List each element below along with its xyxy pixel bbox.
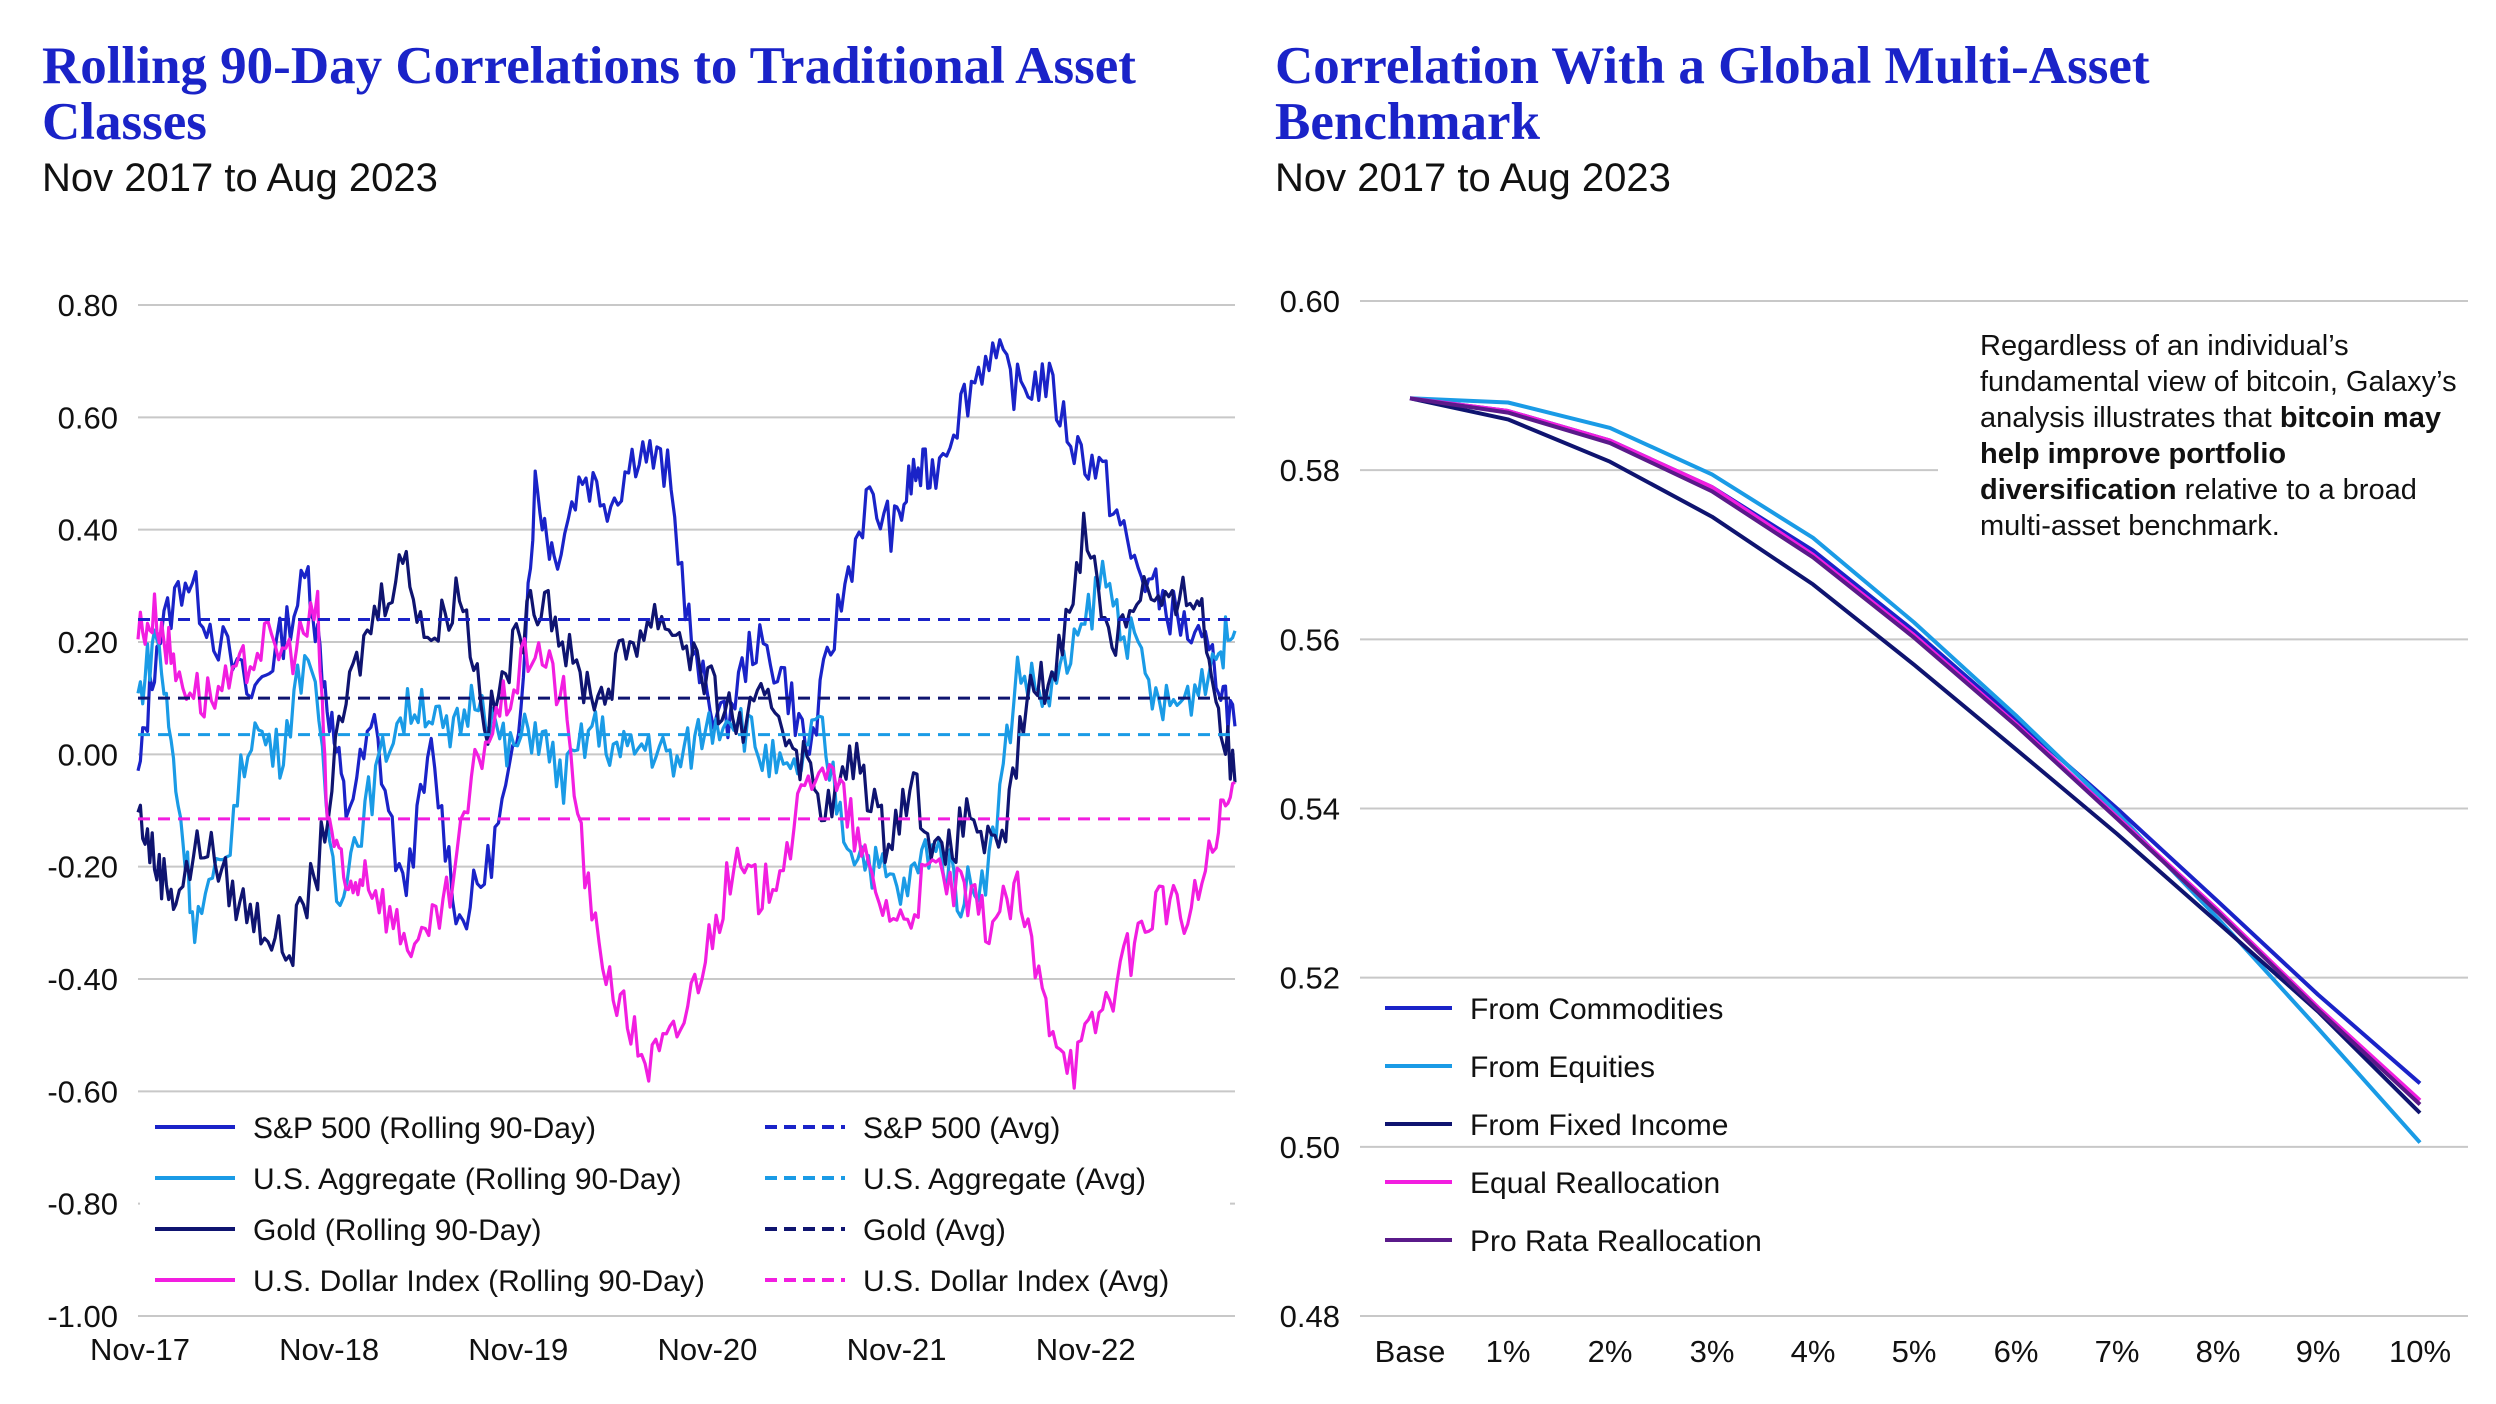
- right-y-tick-label: 0.50: [1280, 1130, 1340, 1165]
- legend-label: U.S. Dollar Index (Rolling 90-Day): [253, 1265, 705, 1298]
- left-x-tick-label: Nov-17: [90, 1332, 190, 1367]
- left-x-tick-label: Nov-18: [279, 1332, 379, 1367]
- left-y-tick-label: -0.80: [47, 1187, 118, 1222]
- right-x-tick-label: Base: [1375, 1334, 1446, 1369]
- left-x-tick-label: Nov-20: [657, 1332, 757, 1367]
- right-x-tick-label: 2%: [1588, 1334, 1633, 1369]
- left-legend-box: [140, 1102, 1230, 1304]
- note-text-bold: bitcoin may help improve portfolio diver…: [1980, 402, 2441, 506]
- legend-label: Equal Reallocation: [1470, 1167, 1720, 1200]
- series-line-pro-rata-reallocation: [1409, 396, 2422, 1106]
- left-y-tick-label: 0.40: [58, 513, 118, 548]
- series-line-sp500-rolling: [136, 338, 1237, 931]
- left-y-tick-label: -0.60: [47, 1074, 118, 1109]
- right-x-tick-label: 8%: [2196, 1334, 2241, 1369]
- left-y-tick-label: -0.40: [47, 962, 118, 997]
- series-line-from-fixed-income: [1409, 396, 2422, 1115]
- right-x-tick-label: 6%: [1994, 1334, 2039, 1369]
- right-y-tick-label: 0.56: [1280, 622, 1340, 657]
- right-chart-subtitle: Nov 2017 to Aug 2023: [1275, 156, 1671, 200]
- note-text-1: Regardless of an individual’s fundamenta…: [1980, 330, 2457, 434]
- annotation-note: Regardless of an individual’s fundamenta…: [1980, 328, 2480, 544]
- right-x-tick-label: 1%: [1486, 1334, 1531, 1369]
- left-chart-subtitle: Nov 2017 to Aug 2023: [42, 156, 438, 200]
- right-x-tick-label: 7%: [2095, 1334, 2140, 1369]
- left-y-tick-label: 0.00: [58, 737, 118, 772]
- series-line-gold-rolling: [136, 511, 1237, 968]
- legend-label: U.S. Aggregate (Rolling 90-Day): [253, 1163, 682, 1196]
- series-line-dxy-rolling: [136, 589, 1236, 1090]
- legend-label: U.S. Dollar Index (Avg): [863, 1265, 1169, 1298]
- legend-label: Gold (Avg): [863, 1214, 1006, 1247]
- right-x-tick-label: 9%: [2296, 1334, 2341, 1369]
- left-y-tick-label: 0.60: [58, 400, 118, 435]
- left-x-tick-label: Nov-22: [1036, 1332, 1136, 1367]
- left-chart-title: Rolling 90-Day Correlations to Tradition…: [42, 37, 1136, 151]
- left-y-tick-label: -0.20: [47, 850, 118, 885]
- right-y-tick-label: 0.54: [1280, 792, 1340, 827]
- left-x-tick-label: Nov-19: [468, 1332, 568, 1367]
- right-y-tick-label: 0.58: [1280, 453, 1340, 488]
- note-text-2: relative to a broad multi-asset benchmar…: [1980, 474, 2417, 542]
- legend-label: Gold (Rolling 90-Day): [253, 1214, 541, 1247]
- right-x-tick-label: 10%: [2389, 1334, 2451, 1369]
- right-y-tick-label: 0.52: [1280, 961, 1340, 996]
- legend-label: U.S. Aggregate (Avg): [863, 1163, 1146, 1196]
- legend-label: Pro Rata Reallocation: [1470, 1225, 1762, 1258]
- series-line-from-equities: [1409, 396, 2422, 1144]
- left-x-tick-label: Nov-21: [847, 1332, 947, 1367]
- left-y-tick-label: -1.00: [47, 1299, 118, 1334]
- legend-label: S&P 500 (Rolling 90-Day): [253, 1112, 596, 1145]
- left-y-tick-label: 0.80: [58, 288, 118, 323]
- right-x-tick-label: 3%: [1690, 1334, 1735, 1369]
- legend-label: From Equities: [1470, 1051, 1655, 1084]
- right-y-tick-label: 0.48: [1280, 1299, 1340, 1334]
- right-x-tick-label: 5%: [1892, 1334, 1937, 1369]
- right-y-tick-label: 0.60: [1280, 284, 1340, 319]
- right-x-tick-label: 4%: [1791, 1334, 1836, 1369]
- legend-label: From Fixed Income: [1470, 1109, 1728, 1142]
- legend-label: From Commodities: [1470, 993, 1723, 1026]
- left-y-tick-label: 0.20: [58, 625, 118, 660]
- legend-label: S&P 500 (Avg): [863, 1112, 1060, 1145]
- right-chart-title: Correlation With a Global Multi-Asset Be…: [1275, 37, 2150, 151]
